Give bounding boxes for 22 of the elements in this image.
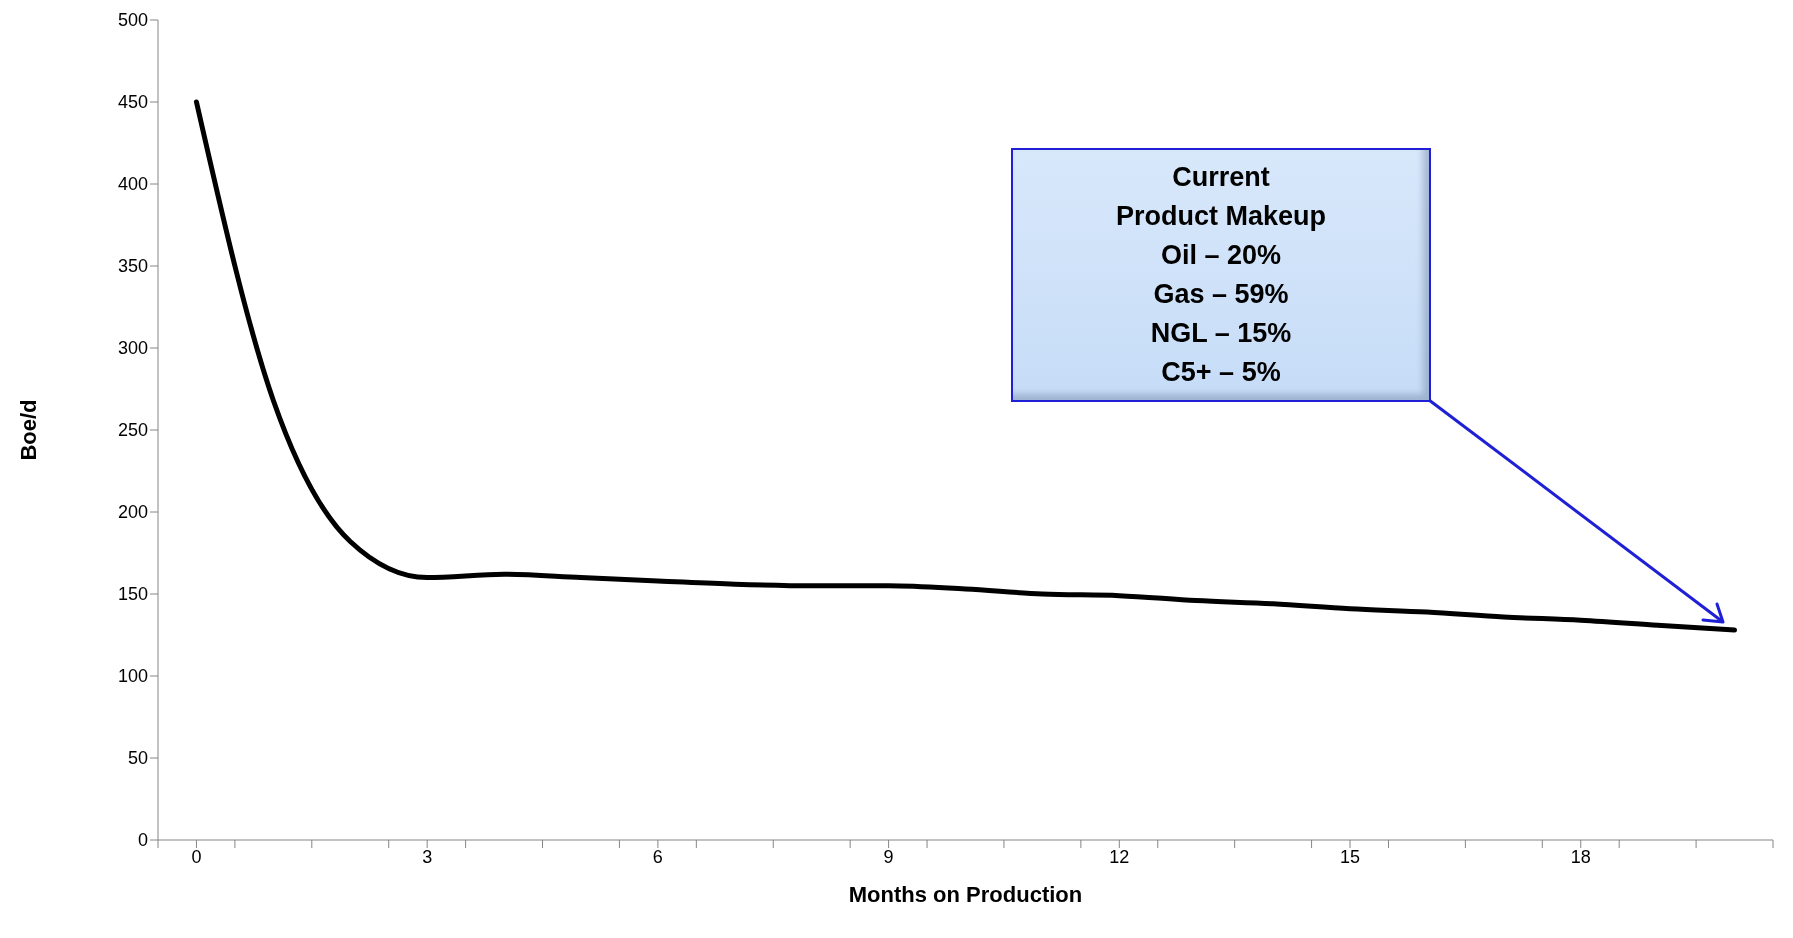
- y-tick-label: 150: [117, 584, 148, 605]
- x-tick-label: 15: [1340, 846, 1361, 867]
- y-tick-label: 500: [117, 10, 148, 31]
- y-tick-label: 100: [117, 666, 148, 687]
- y-tick-label: 200: [117, 502, 148, 523]
- x-tick-label: 0: [191, 846, 202, 867]
- y-tick-label: 300: [117, 338, 148, 359]
- x-tick-label: 6: [652, 846, 663, 867]
- y-axis-title: Boe/d: [15, 399, 41, 461]
- x-tick-label: 12: [1109, 846, 1130, 867]
- y-tick-label: 450: [117, 92, 148, 113]
- x-tick-label: 3: [422, 846, 433, 867]
- text-box: Current Product Makeup Oil – 20% Gas – 59% NGL – 15% C5+ – 5%: [1011, 148, 1431, 402]
- y-tick-label: 250: [117, 420, 148, 441]
- x-tick-label: 18: [1570, 846, 1591, 867]
- y-tick-label: 0: [137, 830, 148, 851]
- x-axis-title: Months on Production: [848, 882, 1083, 907]
- annotation: Current Product Makeup Oil – 20% Gas – 59% NGL – 15% C5+ – 5%: [1115, 161, 1327, 389]
- y-tick-label: 400: [117, 174, 148, 195]
- x-tick-label: 9: [883, 846, 894, 867]
- y-tick-label: 50: [127, 748, 148, 769]
- y-tick-label: 350: [117, 256, 148, 277]
